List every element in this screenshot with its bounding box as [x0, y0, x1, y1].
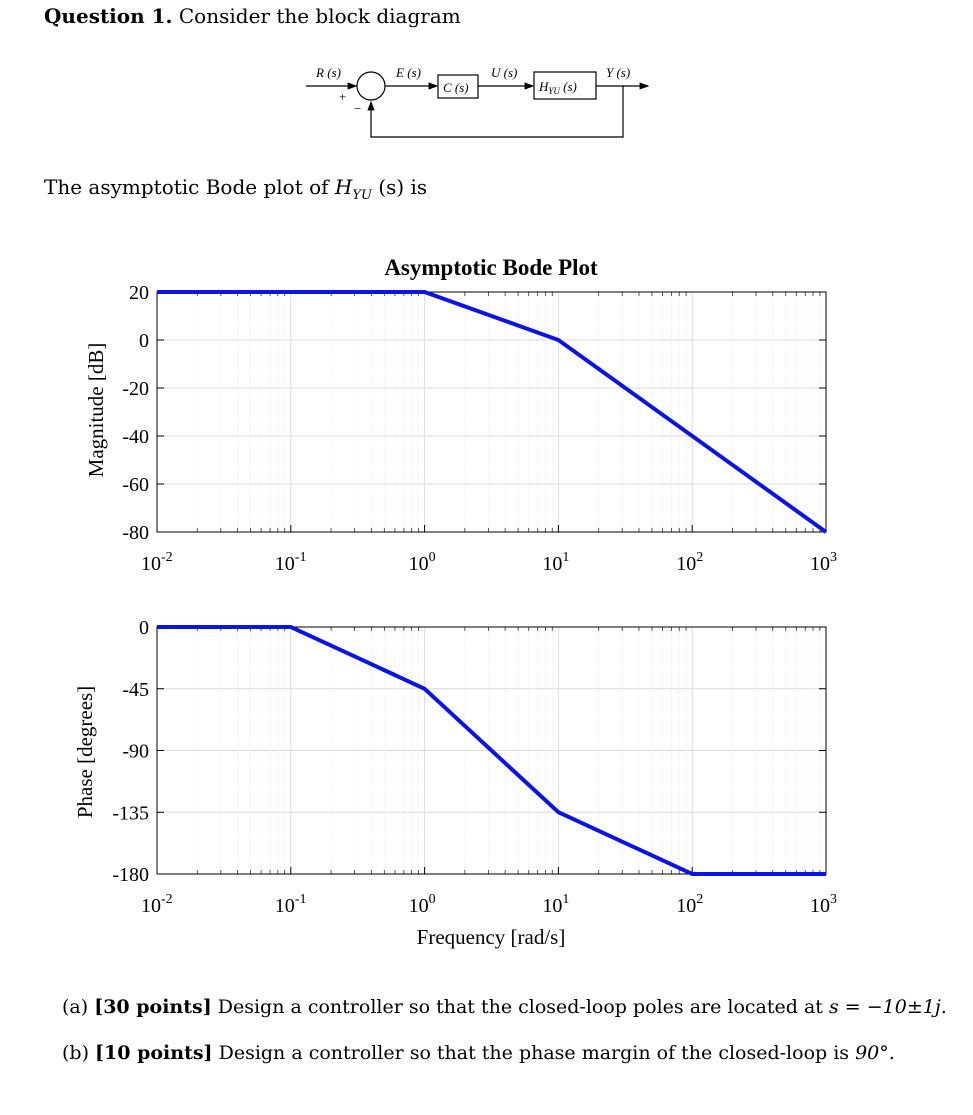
x-tick-label: 102	[676, 550, 703, 575]
axes-frame	[156, 291, 827, 533]
x-tick-label: 10-2	[141, 550, 173, 575]
y-tick-label: -90	[122, 741, 149, 763]
phase-ylabel: Phase [degrees]	[73, 686, 97, 818]
label-U: U (s)	[491, 65, 517, 80]
summing-junction	[356, 71, 386, 101]
question-label: Question 1.	[44, 4, 173, 28]
label-R: R (s)	[315, 65, 341, 80]
y-tick-label: 20	[129, 282, 149, 304]
plant-label: HYU (s)	[538, 79, 577, 96]
y-tick-label: 0	[139, 330, 149, 352]
bode-intro: The asymptotic Bode plot of HYU (s) is	[44, 175, 428, 203]
y-tick-label: -40	[122, 426, 149, 448]
x-tick-label: 10-2	[141, 892, 173, 917]
y-tick-label: -20	[122, 378, 149, 400]
magnitude-ylabel: Magnitude [dB]	[84, 343, 108, 478]
axes-frame	[156, 626, 827, 875]
magnitude-series-line	[157, 290, 828, 534]
label-E: E (s)	[395, 65, 421, 80]
x-tick-label: 101	[542, 892, 569, 917]
frequency-xlabel: Frequency [rad/s]	[417, 925, 566, 949]
part-a: (a) [30 points] Design a controller so t…	[62, 996, 947, 1018]
y-tick-label: -60	[122, 474, 149, 496]
label-minus: −	[354, 101, 361, 116]
controller-label: C (s)	[443, 80, 469, 95]
x-tick-label: 103	[810, 892, 837, 917]
phase-series-line	[157, 625, 826, 876]
question-intro: Consider the block diagram	[178, 4, 461, 28]
y-tick-label: 0	[139, 617, 149, 639]
y-tick-label: -45	[122, 679, 149, 701]
label-Y: Y (s)	[606, 65, 630, 80]
x-tick-label: 101	[542, 550, 569, 575]
x-tick-label: 10-1	[275, 892, 307, 917]
question-heading: Question 1. Consider the block diagram	[44, 4, 461, 28]
plant-symbol: H	[334, 175, 353, 199]
part-b: (b) [10 points] Design a controller so t…	[62, 1042, 895, 1064]
x-tick-label: 10-1	[275, 550, 307, 575]
magnitude-axes: 10-2 10-1 100 101 102 103 20 0 -20 -40 -60 -80	[122, 282, 837, 575]
x-tick-label: 100	[409, 892, 436, 917]
block-diagram: R (s) + − E (s) C (s) U (s) HYU (s) Y (s…	[306, 65, 650, 138]
label-plus: +	[339, 89, 346, 104]
x-tick-label: 100	[409, 550, 436, 575]
chart-title: Asymptotic Bode Plot	[384, 255, 598, 280]
phase-axes: 10-2 10-1 100 101 102 103 0 -45 -90 -135 -180	[112, 617, 837, 917]
y-tick-label: -80	[122, 522, 149, 544]
bode-plot: Asymptotic Bode Plot 10-2 10-1 100 101 102 10…	[73, 255, 837, 949]
feedback-path	[367, 86, 624, 138]
y-tick-label: -135	[112, 802, 149, 824]
y-tick-label: -180	[112, 864, 149, 886]
x-tick-label: 103	[810, 550, 837, 575]
x-tick-label: 102	[676, 892, 703, 917]
